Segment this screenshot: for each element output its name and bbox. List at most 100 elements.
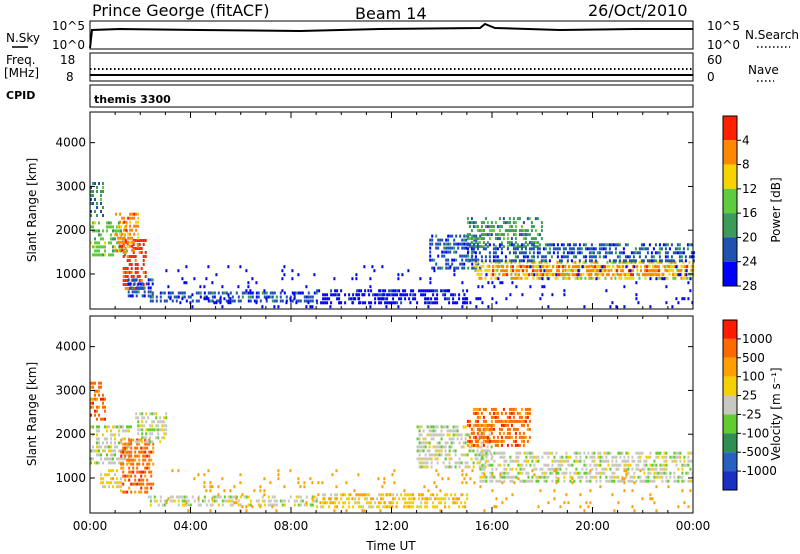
- velocity-colorbar-tick: 25: [742, 389, 757, 403]
- power-echo-region: [149, 291, 318, 303]
- velocity-colorbar-tick: -25: [742, 407, 762, 421]
- velocity-x-tick: 00:00: [73, 519, 108, 533]
- power-echo-region: [115, 212, 140, 252]
- beam-title: Beam 14: [355, 4, 427, 23]
- power-colorbar-tick: 28: [742, 279, 757, 293]
- power-x-ticks: [89, 112, 694, 309]
- freq-tick-top: 18: [60, 53, 75, 67]
- power-colorbar-tick: 24: [742, 255, 757, 269]
- power-y-axis: 1000 2000 3000 4000: [55, 136, 693, 281]
- velocity-echo-region: [466, 407, 531, 447]
- cpid-strip: CPID themis 3300: [6, 84, 694, 108]
- velocity-colorbar-swatch: [723, 452, 737, 472]
- velocity-echo-region: [100, 469, 122, 493]
- velocity-colorbar-swatch: [723, 414, 737, 434]
- velocity-colorbar-swatch: [723, 433, 737, 453]
- velocity-colorbar-tick: 1000: [742, 332, 773, 346]
- velocity-x-tick: 12:00: [374, 519, 409, 533]
- sky-noise-line: [89, 22, 693, 49]
- velocity-colorbar-tick: 500: [742, 351, 765, 365]
- power-colorbar-swatch: [723, 213, 737, 238]
- power-colorbar-tick: 16: [742, 206, 757, 220]
- freq-tick-bottom: 8: [66, 70, 74, 84]
- power-colorbar-tick: 12: [742, 182, 757, 196]
- velocity-echo-region: [479, 451, 694, 483]
- velocity-echo-region: [120, 438, 155, 494]
- power-colorbar-swatch: [723, 237, 737, 262]
- velocity-echo-region: [135, 412, 168, 444]
- velocity-colorbar-swatch: [723, 338, 737, 358]
- velocity-x-tick: 08:00: [274, 519, 309, 533]
- power-echo-region: [90, 182, 104, 217]
- power-echo-region: [122, 239, 147, 290]
- velocity-x-tick: 04:00: [173, 519, 208, 533]
- power-scatter: [90, 182, 695, 309]
- power-y-tick: 4000: [55, 136, 86, 150]
- station-title: Prince George (fitACF): [92, 1, 270, 20]
- velocity-x-tick: 00:00: [676, 519, 711, 533]
- power-panel: 1000 2000 3000 4000 Slant Range [km] 4 8 12 16…: [25, 111, 783, 310]
- velocity-echo-region: [147, 495, 318, 507]
- velocity-y-tick: 4000: [55, 340, 86, 354]
- velocity-y-tick: 3000: [55, 383, 86, 397]
- nave-tick-bottom: 0: [707, 70, 715, 84]
- power-y-tick: 3000: [55, 179, 86, 193]
- power-colorbar-tick: 4: [742, 133, 750, 147]
- velocity-y-tick: 2000: [55, 427, 86, 441]
- power-y-tick: 2000: [55, 223, 86, 237]
- velocity-colorbar-label: Velocity [m s⁻¹]: [769, 367, 783, 460]
- velocity-echo-region: [165, 469, 692, 513]
- date-title: 26/Oct/2010: [588, 1, 688, 20]
- velocity-y-axis: 1000 2000 3000 4000: [55, 340, 693, 485]
- power-colorbar-swatch: [723, 116, 737, 141]
- nave-tick-top: 60: [707, 53, 722, 67]
- velocity-colorbar-tick: -500: [742, 445, 769, 459]
- velocity-panel: 1000 2000 3000 4000 00:00 04:00 08:00 12:00 16:…: [25, 315, 783, 553]
- power-echo-region: [466, 243, 695, 263]
- power-colorbar-tick: 20: [742, 230, 757, 244]
- power-echo-region: [492, 265, 688, 277]
- freq-label-top: Freq.: [6, 53, 36, 67]
- velocity-colorbar-tick: -100: [742, 426, 769, 440]
- freq-strip: Freq. [MHz] 18 8 60 0 Nave: [4, 52, 779, 84]
- power-colorbar-tick: 8: [742, 158, 750, 172]
- cpid-value: themis 3300: [94, 93, 171, 106]
- cpid-label: CPID: [6, 89, 35, 102]
- nave-label: Nave: [748, 63, 779, 77]
- power-colorbar-swatch: [723, 261, 737, 286]
- power-colorbar-swatch: [723, 140, 737, 165]
- velocity-y-tick: 1000: [55, 471, 86, 485]
- power-y-label: Slant Range [km]: [25, 158, 39, 262]
- velocity-x-label: Time UT: [365, 539, 416, 553]
- velocity-echo-region: [316, 493, 469, 509]
- power-colorbar-swatch: [723, 164, 737, 189]
- power-y-tick: 1000: [55, 267, 86, 281]
- search-label: N.Search: [745, 28, 799, 42]
- velocity-x-tick: 20:00: [575, 519, 610, 533]
- search-tick-bottom: 10^0: [707, 38, 740, 52]
- power-echo-region: [165, 265, 694, 309]
- velocity-scatter: [90, 381, 694, 513]
- search-tick-top: 10^5: [707, 19, 740, 33]
- velocity-colorbar-swatch: [723, 471, 737, 490]
- velocity-echo-region: [90, 381, 106, 421]
- velocity-colorbar-swatch: [723, 376, 737, 396]
- velocity-colorbar-swatch: [723, 320, 737, 339]
- freq-label-bottom: [MHz]: [4, 66, 39, 80]
- velocity-colorbar-swatch: [723, 357, 737, 377]
- velocity-colorbar-tick: 100: [742, 370, 765, 384]
- velocity-x-tick: 16:00: [475, 519, 510, 533]
- velocity-x-axis: 00:00 04:00 08:00 12:00 16:00 20:00 00:00: [73, 316, 711, 533]
- power-colorbar-swatch: [723, 188, 737, 214]
- power-colorbar: 4 8 12 16 20 24 28: [722, 115, 757, 293]
- power-echo-region: [316, 289, 469, 305]
- power-colorbar-label: Power [dB]: [769, 177, 783, 242]
- sky-tick-top: 10^5: [52, 19, 85, 33]
- velocity-y-label: Slant Range [km]: [25, 362, 39, 466]
- velocity-colorbar-tick: -1000: [742, 464, 777, 478]
- velocity-colorbar: 1000 500 100 25 -25 -100 -500 -1000: [722, 319, 777, 491]
- sky-tick-bottom: 10^0: [52, 38, 85, 52]
- sky-label: N.Sky: [6, 31, 40, 45]
- sky-strip: N.Sky 10^5 10^0 10^5 10^0 N.Search: [6, 19, 799, 52]
